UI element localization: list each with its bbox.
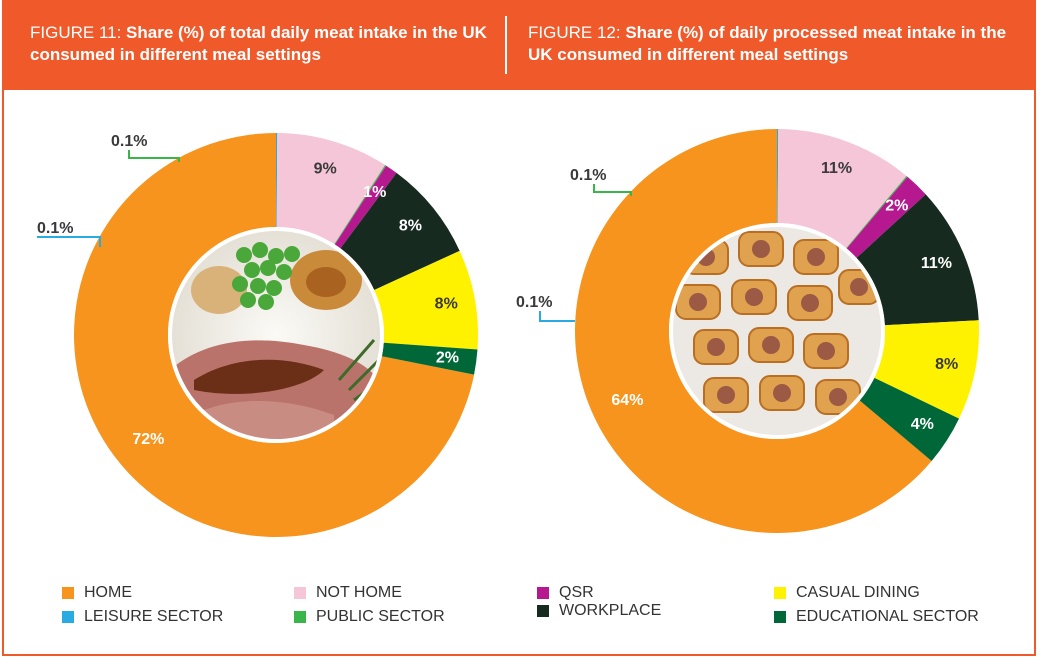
slice-leisure-sector <box>276 133 278 228</box>
data-label: 0.1% <box>111 133 147 150</box>
data-label: 0.1% <box>570 167 606 184</box>
data-label: 11% <box>821 160 852 177</box>
figure-12-title-text: Share (%) of daily processed meat intake… <box>528 23 1007 64</box>
roast-beef-dinner-photo <box>170 229 382 441</box>
header-divider <box>505 16 507 74</box>
data-label: 0.1% <box>516 294 552 311</box>
data-label: 72% <box>132 431 164 448</box>
data-label: 8% <box>935 356 958 373</box>
donut-chart-fig12 <box>575 129 979 533</box>
figure-11-number: FIGURE 11: <box>30 23 127 42</box>
figure-header: FIGURE 11: Share (%) of total daily meat… <box>4 2 1034 90</box>
legend-label: CASUAL DINING <box>796 584 920 601</box>
figure-11-title-text: Share (%) of total daily meat intake in … <box>30 23 487 64</box>
slice-not-home <box>777 129 907 249</box>
slice-educational-sector <box>859 377 960 462</box>
slice-educational-sector <box>381 342 478 375</box>
legend-label: EDUCATIONAL SECTOR <box>796 608 979 625</box>
slice-casual-dining <box>374 250 479 350</box>
donut-charts: 72% 0.1% 9% 0.1% 1% 8% 8% 2% 64% 0.1% 11% 0.1% 2% 11… <box>37 129 979 537</box>
legend-swatch <box>62 611 74 623</box>
figure-12-title: FIGURE 12: Share (%) of daily processed … <box>528 22 1008 66</box>
callout-line-public-sector <box>593 184 632 196</box>
slice-not-home <box>276 133 386 245</box>
callout-line-leisure-sector <box>539 311 575 322</box>
slice-workplace <box>856 194 979 326</box>
data-label: 2% <box>436 349 459 366</box>
data-label: 8% <box>399 217 422 234</box>
callout-line-leisure-sector <box>37 236 101 247</box>
labels-fig11: 72% 0.1% 9% 0.1% 1% 8% 8% 2% <box>37 133 459 448</box>
legend-item-educational-sector: EDUCATIONAL SECTOR <box>774 608 979 626</box>
slice-qsr <box>846 176 926 258</box>
legend-swatch <box>774 611 786 623</box>
slice-casual-dining <box>874 320 979 419</box>
legend-label: WORKPLACE <box>559 602 662 619</box>
legend-item-casual-dining: CASUAL DINING <box>774 584 920 602</box>
donut-chart-fig11 <box>74 133 479 537</box>
data-label: 2% <box>885 197 908 214</box>
data-label: 11% <box>921 255 952 272</box>
legend-label: NOT HOME <box>316 584 402 601</box>
figure-12-number: FIGURE 12: <box>528 23 626 42</box>
slice-home <box>74 133 475 537</box>
data-label: 4% <box>911 416 934 433</box>
legend-swatch <box>62 587 74 599</box>
slice-qsr <box>334 165 397 249</box>
legend-swatch <box>294 587 306 599</box>
slice-leisure-sector <box>777 129 779 224</box>
legend-item-not-home: NOT HOME <box>294 584 402 602</box>
legend-swatch <box>537 587 549 599</box>
figure-11-title: FIGURE 11: Share (%) of total daily meat… <box>30 22 490 66</box>
sausage-rolls-photo <box>671 225 883 437</box>
slice-home <box>575 129 932 533</box>
legend-item-workplace: WORKPLACE <box>537 602 661 620</box>
photo-border-fig12 <box>669 223 885 439</box>
data-label: 8% <box>435 295 458 312</box>
legend-swatch <box>537 605 549 617</box>
slice-public-sector <box>846 175 908 249</box>
legend-item-home: HOME <box>62 584 132 602</box>
legend-swatch <box>774 587 786 599</box>
legend-item-qsr: QSR <box>537 584 594 602</box>
labels-fig12: 64% 0.1% 11% 0.1% 2% 11% 8% 4% <box>516 160 958 433</box>
data-label: 0.1% <box>37 220 73 237</box>
data-label: 64% <box>611 392 643 409</box>
data-label: 9% <box>314 160 337 177</box>
legend-label: PUBLIC SECTOR <box>316 608 445 625</box>
legend-item-leisure-sector: LEISURE SECTOR <box>62 608 223 626</box>
legend-item-public-sector: PUBLIC SECTOR <box>294 608 445 626</box>
legend-label: LEISURE SECTOR <box>84 608 224 625</box>
data-label: 1% <box>363 184 386 201</box>
legend-swatch <box>294 611 306 623</box>
legend-label: HOME <box>84 584 132 601</box>
photo-border-fig11 <box>168 227 384 443</box>
slice-workplace <box>340 172 460 291</box>
legend: HOME NOT HOME QSR CASUAL DINING LEISURE SECT… <box>4 580 1034 640</box>
legend-label: QSR <box>559 584 594 601</box>
callout-line-public-sector <box>128 150 180 162</box>
slice-public-sector <box>334 165 387 245</box>
